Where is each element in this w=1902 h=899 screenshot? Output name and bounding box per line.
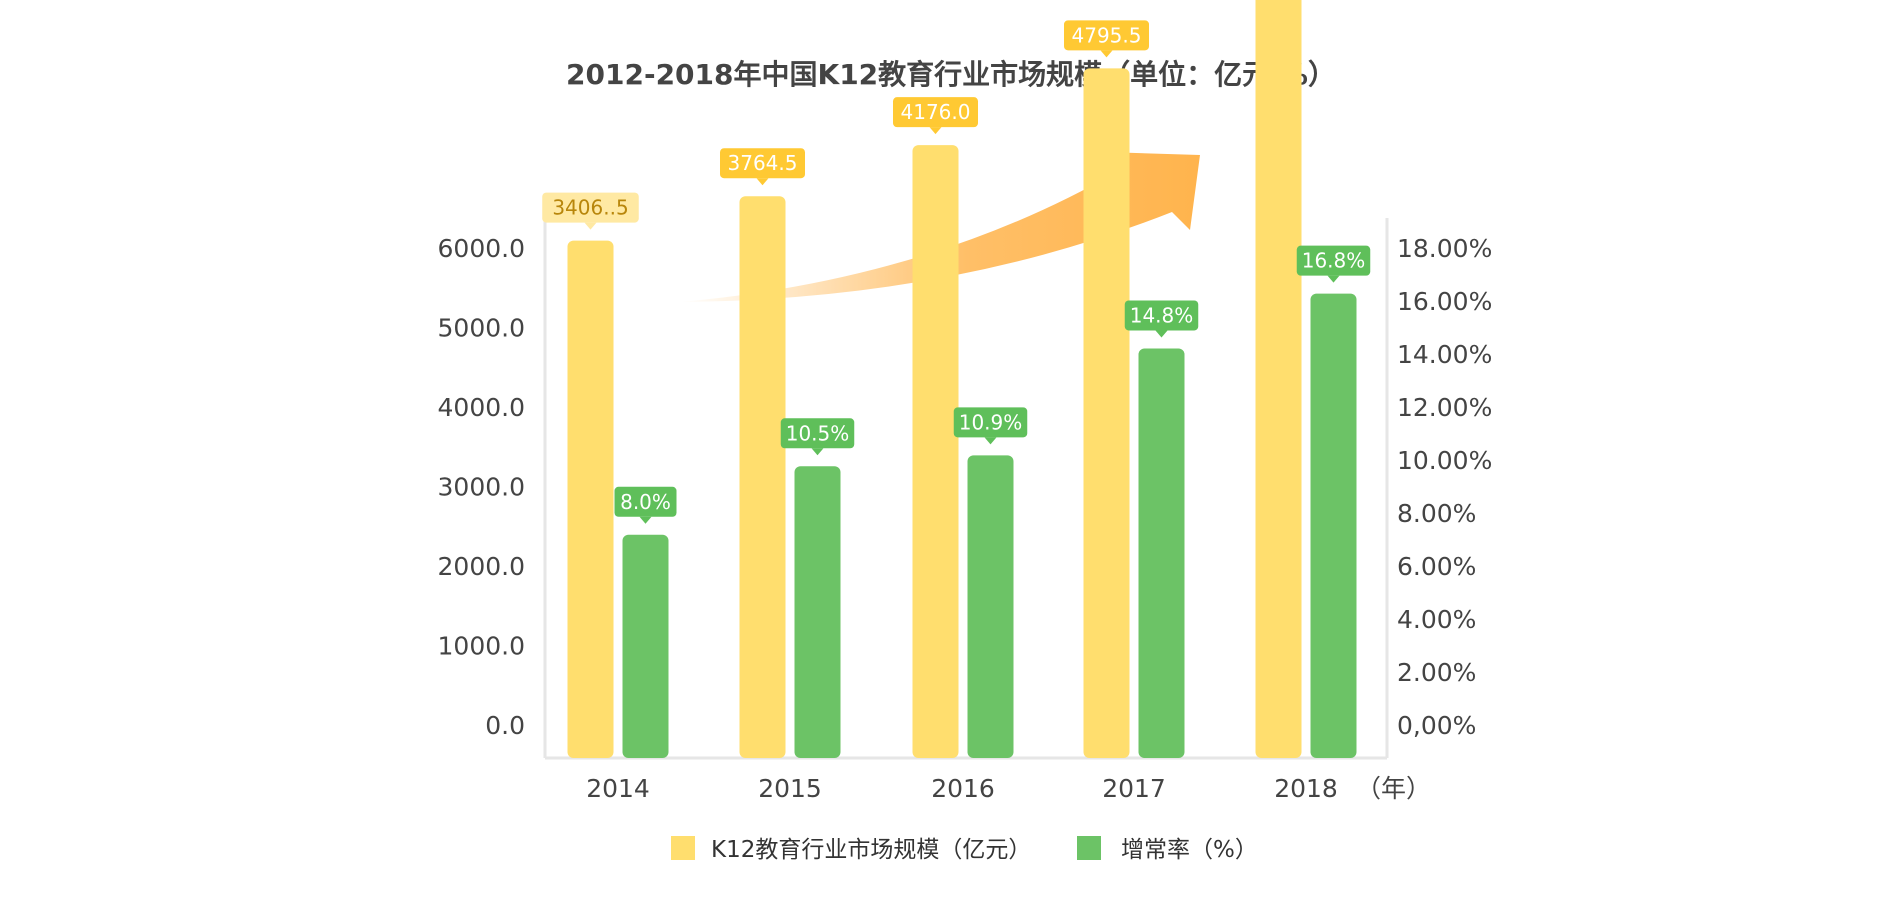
legend-swatch-market (671, 836, 695, 860)
left-tick-label: 2000.0 (438, 552, 525, 581)
right-tick-label: 12.00% (1397, 393, 1492, 422)
svg-text:14.8%: 14.8% (1130, 303, 1194, 327)
data-label-market: 4176.0 (893, 97, 978, 135)
svg-text:10.5%: 10.5% (786, 421, 850, 445)
right-tick-label: 10.00% (1397, 446, 1492, 475)
svg-text:8.0%: 8.0% (620, 490, 671, 514)
chart-title: 2012-2018年中国K12教育行业市场规模（单位：亿元 %） (566, 58, 1336, 91)
left-tick-label: 1000.0 (438, 632, 525, 661)
x-tick-label: 2016 (931, 774, 995, 803)
bar-market-size (567, 240, 614, 758)
x-tick-label: 2015 (758, 774, 822, 803)
bar-growth-rate (622, 534, 669, 758)
bar-growth-rate (1310, 293, 1357, 758)
data-label-growth: 10.9% (953, 407, 1028, 445)
bar-growth-rate (794, 466, 841, 758)
right-tick-label: 18.00% (1397, 234, 1492, 263)
svg-text:3764.5: 3764.5 (728, 151, 798, 175)
bars (567, 0, 1357, 758)
svg-text:4795.5: 4795.5 (1072, 23, 1142, 47)
data-label-growth: 16.8% (1296, 245, 1371, 283)
svg-text:4176.0: 4176.0 (901, 100, 971, 124)
x-tick-label: 2017 (1102, 774, 1166, 803)
right-tick-label: 6.00% (1397, 552, 1476, 581)
left-axis-ticks: 0.0 1000.0 2000.0 3000.0 4000.0 5000.0 6000.0 (438, 234, 525, 740)
right-tick-label: 8.00% (1397, 499, 1476, 528)
x-tick-label: 2018 (1274, 774, 1338, 803)
legend: K12教育行业市场规模（亿元） 增常率（%） (671, 836, 1258, 863)
bar-market-size (912, 145, 959, 758)
data-labels: 3406..53764.54176.04795.55600.08.0%10.5%… (542, 20, 1371, 524)
right-axis-ticks: 0,00% 2.00% 4.00% 6.00% 8.00% 10.00% 12.00% 14.… (1397, 234, 1492, 740)
data-label-growth: 14.8% (1124, 300, 1199, 338)
data-label-growth: 10.5% (780, 418, 855, 456)
x-axis-unit: （年） (1356, 774, 1431, 803)
left-tick-label: 4000.0 (438, 393, 525, 422)
bar-market-size (1083, 68, 1130, 758)
data-label-market: 3406..5 (542, 192, 639, 230)
legend-label-market: K12教育行业市场规模（亿元） (711, 837, 1031, 863)
bar-growth-rate (967, 455, 1014, 758)
right-tick-label: 2.00% (1397, 658, 1476, 687)
bar-market-size (739, 196, 786, 758)
left-tick-label: 5000.0 (438, 314, 525, 343)
data-label-market: 3764.5 (720, 148, 805, 186)
svg-text:16.8%: 16.8% (1302, 249, 1366, 273)
right-tick-label: 14.00% (1397, 340, 1492, 369)
legend-swatch-growth (1077, 836, 1101, 860)
left-tick-label: 6000.0 (438, 234, 525, 263)
x-axis-ticks: 2014 2015 2016 2017 2018 (586, 774, 1338, 803)
data-label-market: 4795.5 (1064, 20, 1149, 58)
left-tick-label: 3000.0 (438, 473, 525, 502)
svg-text:10.9%: 10.9% (959, 410, 1023, 434)
x-tick-label: 2014 (586, 774, 650, 803)
left-tick-label: 0.0 (485, 711, 525, 740)
right-tick-label: 0,00% (1397, 711, 1476, 740)
right-tick-label: 4.00% (1397, 605, 1476, 634)
data-label-growth: 8.0% (614, 486, 677, 524)
bar-growth-rate (1138, 348, 1185, 758)
right-tick-label: 16.00% (1397, 287, 1492, 316)
bar-market-size (1255, 0, 1302, 758)
legend-label-growth: 增常率（%） (1121, 837, 1258, 863)
svg-text:3406..5: 3406..5 (552, 196, 628, 220)
